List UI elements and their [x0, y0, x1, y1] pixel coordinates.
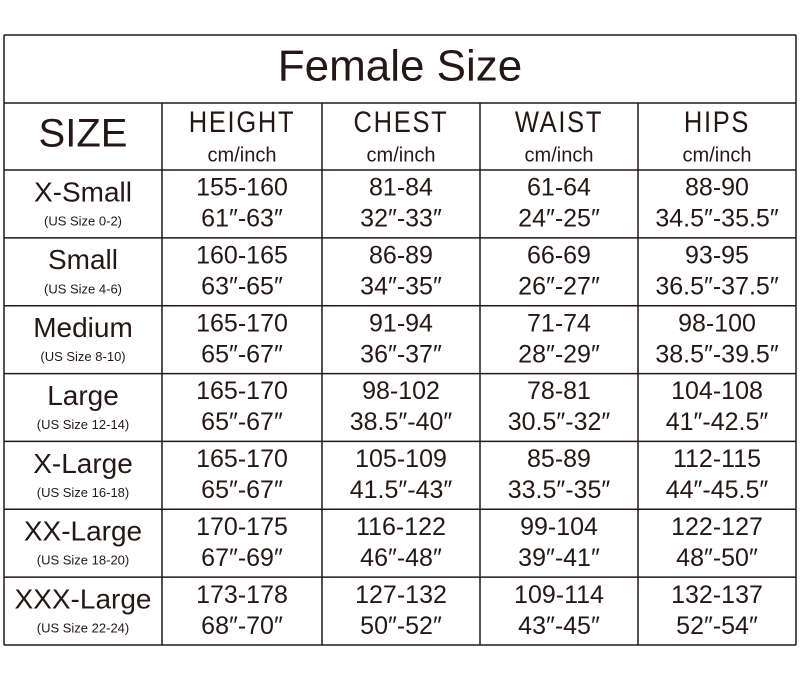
- inch-value: 67″-69″: [201, 544, 283, 572]
- us-size: (US Size 18-20): [37, 553, 129, 568]
- size-name: XX-Large: [24, 516, 142, 547]
- us-size: (US Size 8-10): [40, 349, 125, 364]
- cm-value: 155-160: [196, 174, 288, 202]
- inch-value: 41″-42.5″: [666, 408, 769, 436]
- us-size: (US Size 0-2): [44, 213, 122, 228]
- cm-value: 71-74: [527, 309, 591, 337]
- inch-value: 65″-67″: [201, 476, 283, 504]
- cm-value: 112-115: [673, 445, 761, 473]
- column-header: HIPS: [684, 105, 750, 138]
- inch-value: 36.5″-37.5″: [655, 272, 778, 300]
- size-header: SIZE: [39, 112, 128, 156]
- cm-value: 160-165: [196, 241, 288, 269]
- inch-value: 43″-45″: [518, 612, 600, 640]
- inch-value: 65″-67″: [201, 340, 283, 368]
- inch-value: 44″-45.5″: [666, 476, 769, 504]
- column-header: HEIGHT: [189, 105, 296, 138]
- inch-value: 48″-50″: [676, 544, 758, 572]
- inch-value: 50″-52″: [360, 612, 442, 640]
- cm-value: 61-64: [527, 174, 591, 202]
- cm-value: 81-84: [369, 174, 433, 202]
- us-size: (US Size 12-14): [37, 417, 129, 432]
- inch-value: 63″-65″: [201, 272, 283, 300]
- cm-value: 66-69: [527, 241, 591, 269]
- inch-value: 41.5″-43″: [350, 476, 453, 504]
- cm-value: 170-175: [196, 513, 288, 541]
- size-name: XXX-Large: [15, 584, 152, 615]
- column-header: CHEST: [354, 105, 449, 138]
- cm-value: 86-89: [369, 241, 433, 269]
- cm-value: 116-122: [356, 513, 446, 541]
- cm-value: 98-102: [362, 377, 440, 405]
- inch-value: 33.5″-35″: [508, 476, 611, 504]
- cm-value: 165-170: [196, 377, 288, 405]
- table-title: Female Size: [278, 42, 523, 91]
- column-header: WAIST: [515, 105, 603, 138]
- cm-value: 85-89: [527, 445, 591, 473]
- inch-value: 34.5″-35.5″: [655, 205, 778, 233]
- column-unit: cm/inch: [525, 144, 594, 166]
- inch-value: 46″-48″: [360, 544, 442, 572]
- cm-value: 78-81: [527, 377, 591, 405]
- cm-value: 104-108: [671, 377, 763, 405]
- inch-value: 61″-63″: [201, 205, 283, 233]
- inch-value: 24″-25″: [518, 205, 600, 233]
- size-name: Large: [47, 380, 119, 411]
- cm-value: 132-137: [671, 581, 763, 609]
- inch-value: 68″-70″: [201, 612, 283, 640]
- inch-value: 26″-27″: [518, 272, 600, 300]
- inch-value: 52″-54″: [676, 612, 758, 640]
- us-size: (US Size 16-18): [37, 485, 129, 500]
- cm-value: 91-94: [369, 309, 433, 337]
- inch-value: 38.5″-39.5″: [655, 340, 778, 368]
- size-name: Medium: [33, 312, 133, 343]
- cm-value: 165-170: [196, 309, 288, 337]
- inch-value: 38.5″-40″: [350, 408, 453, 436]
- inch-value: 39″-41″: [518, 544, 600, 572]
- cm-value: 105-109: [355, 445, 447, 473]
- size-name: X-Large: [33, 448, 133, 479]
- cm-value: 173-178: [196, 581, 288, 609]
- column-unit: cm/inch: [208, 144, 277, 166]
- us-size: (US Size 4-6): [44, 281, 122, 296]
- cm-value: 99-104: [520, 513, 598, 541]
- cm-value: 122-127: [671, 513, 763, 541]
- size-name: X-Small: [34, 176, 132, 207]
- inch-value: 28″-29″: [518, 340, 600, 368]
- cm-value: 88-90: [685, 174, 749, 202]
- inch-value: 65″-67″: [201, 408, 283, 436]
- inch-value: 32″-33″: [360, 205, 442, 233]
- size-name: Small: [48, 244, 118, 275]
- inch-value: 36″-37″: [360, 340, 442, 368]
- column-unit: cm/inch: [683, 144, 752, 166]
- inch-value: 34″-35″: [360, 272, 442, 300]
- us-size: (US Size 22-24): [37, 621, 129, 636]
- inch-value: 30.5″-32″: [508, 408, 611, 436]
- cm-value: 109-114: [514, 581, 604, 609]
- column-unit: cm/inch: [367, 144, 436, 166]
- cm-value: 127-132: [355, 581, 447, 609]
- cm-value: 93-95: [685, 241, 749, 269]
- cm-value: 98-100: [678, 309, 756, 337]
- cm-value: 165-170: [196, 445, 288, 473]
